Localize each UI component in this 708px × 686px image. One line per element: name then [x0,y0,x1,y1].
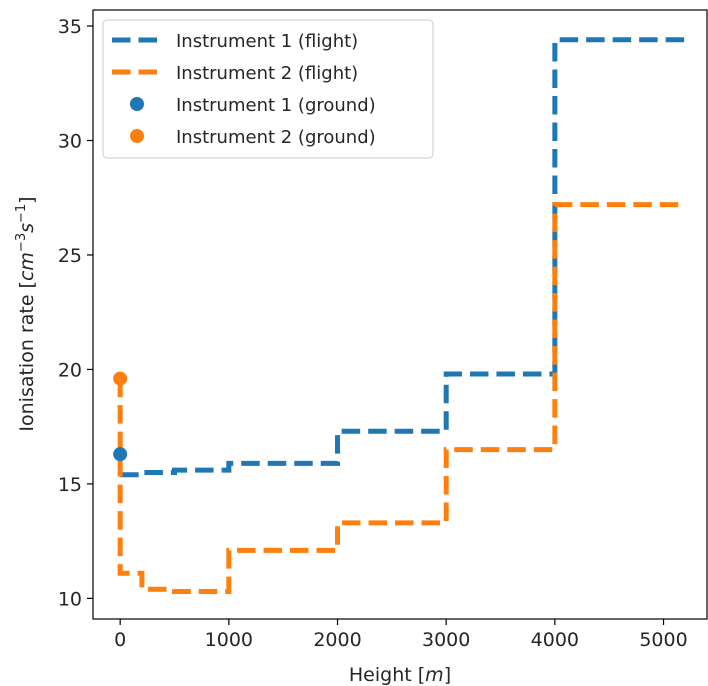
y-axis-ticks: 10 15 20 25 30 35 [58,16,93,610]
series-line-1 [120,37,686,478]
legend-label: Instrument 1 (flight) [176,31,358,52]
legend-swatch-marker [130,97,144,111]
series-layer [113,37,686,595]
x-axis-label-unit: m [425,664,444,686]
legend-label: Instrument 1 (ground) [176,95,376,116]
legend-box [102,19,434,159]
x-tick-label: 1000 [205,629,253,651]
plot-area [92,9,708,620]
y-tick-label: 10 [58,588,82,610]
legend-swatch-marker [130,129,144,143]
x-tick-label: 0 [114,629,126,651]
y-axis-label-unit2: s [16,223,38,233]
x-axis-label-bracket-open: [ [418,664,425,686]
y-axis-label: Ionisation rate [cm−3s−1] [14,196,38,431]
legend-label: Instrument 2 (flight) [176,63,358,84]
x-axis-ticks: 0 1000 2000 3000 4000 5000 [114,619,688,651]
x-axis-label-text: Height [349,664,418,686]
legend-label: Instrument 2 (ground) [176,127,376,148]
x-axis-label-bracket-close: ] [444,664,451,686]
x-tick-label: 3000 [422,629,470,651]
y-axis-label-bracket-open: [ [16,281,38,288]
y-tick-label: 25 [58,245,82,267]
x-tick-label: 5000 [639,629,687,651]
y-axis-label-text: Ionisation rate [16,288,38,431]
series-point-4 [113,371,128,386]
y-axis-label-exp2: −1 [14,204,29,223]
legend-entries: Instrument 1 (flight) Instrument 2 (fligh… [112,31,376,148]
series-point-3 [113,447,128,462]
y-axis-label-bracket-close: ] [16,196,38,203]
y-axis-label-unit1: cm [16,252,38,281]
x-tick-label: 4000 [531,629,579,651]
y-tick-label: 15 [58,474,82,496]
x-axis-label: Height [m] [349,664,451,686]
y-axis-label-exp1: −3 [14,233,29,252]
series-line-2 [117,202,686,595]
plot-frame [92,9,708,620]
y-tick-label: 30 [58,131,82,153]
legend: Instrument 1 (flight) Instrument 2 (fligh… [102,19,434,159]
x-tick-label: 2000 [313,629,361,651]
y-tick-label: 20 [58,359,82,381]
y-tick-label: 35 [58,16,82,38]
